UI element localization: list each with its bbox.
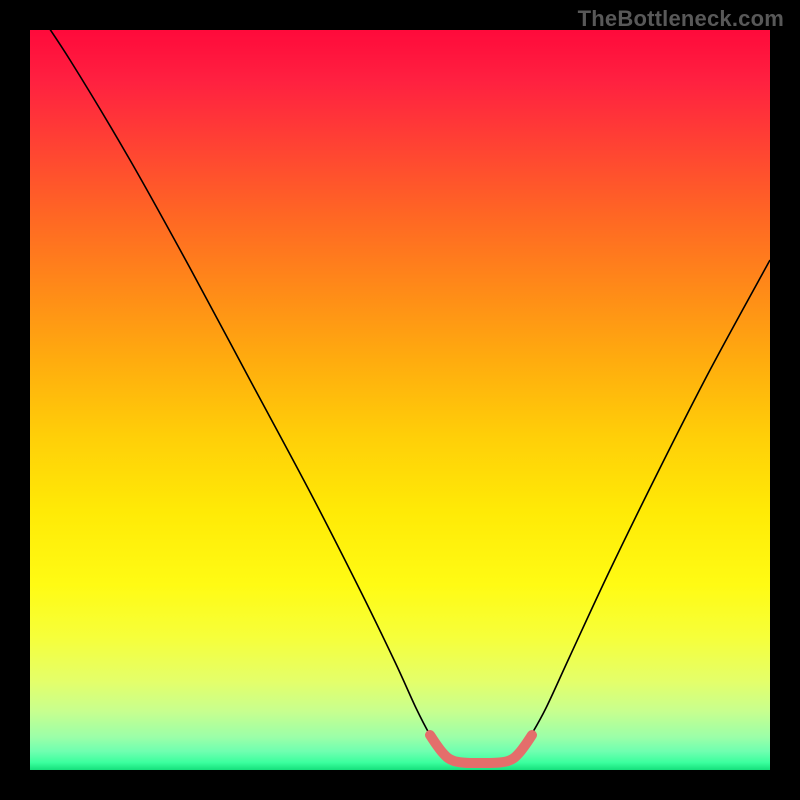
gradient-background — [30, 30, 770, 770]
chart-frame: TheBottleneck.com — [0, 0, 800, 800]
plot-area — [30, 30, 770, 770]
chart-svg — [30, 30, 770, 770]
watermark-text: TheBottleneck.com — [578, 6, 784, 32]
